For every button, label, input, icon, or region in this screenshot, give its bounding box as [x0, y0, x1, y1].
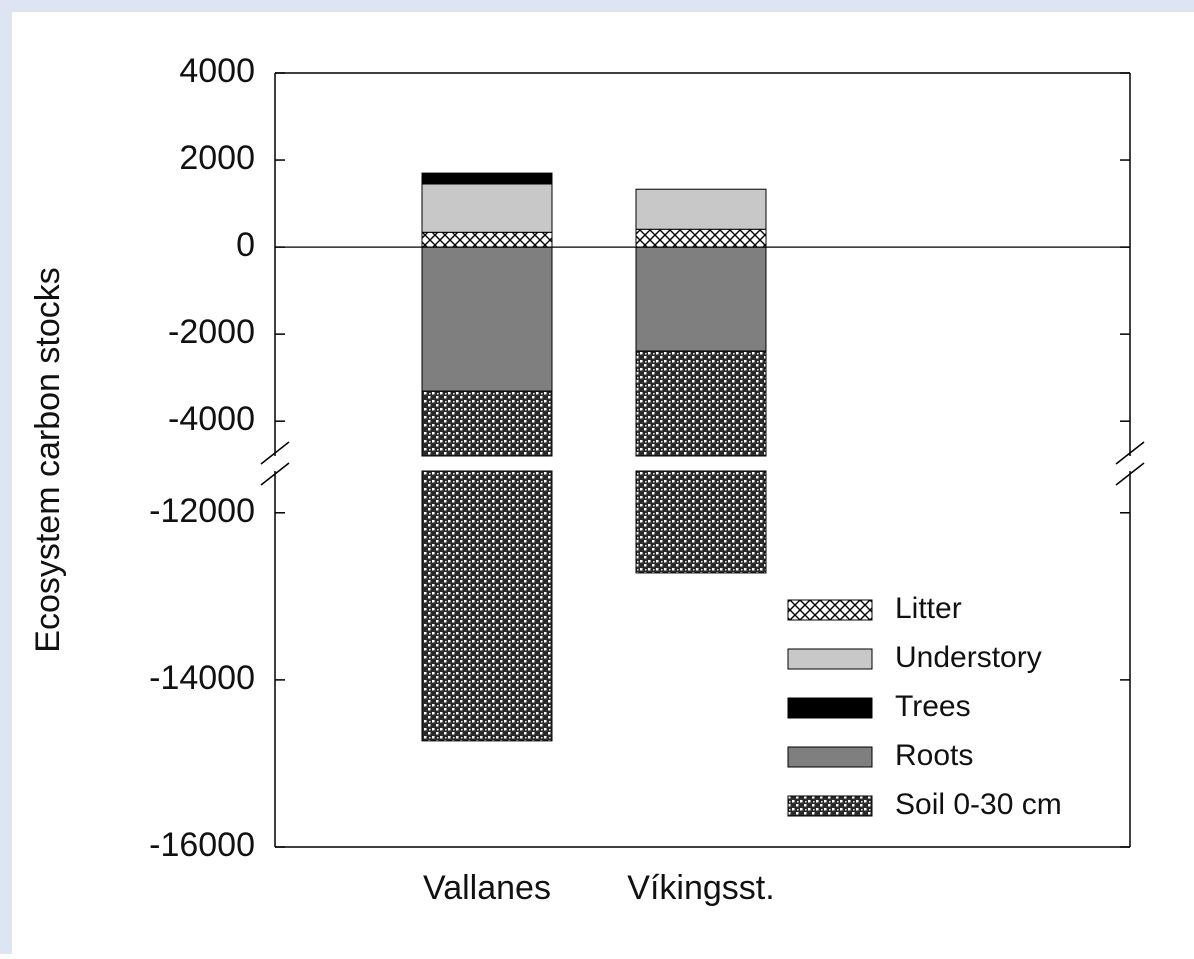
y-tick-label: 0 — [236, 226, 255, 264]
legend-label: Trees — [895, 690, 971, 723]
y-tick-label: -4000 — [168, 400, 255, 438]
legend-label: Understory — [895, 641, 1042, 674]
legend-swatch — [787, 746, 873, 768]
bar-segment — [421, 172, 553, 185]
panel — [12, 12, 1194, 954]
legend-label: Roots — [895, 739, 973, 772]
y-tick-label: 2000 — [179, 139, 255, 177]
y-tick-label: -12000 — [149, 492, 255, 530]
y-tick-label: 4000 — [179, 52, 255, 90]
bar-segment — [635, 228, 767, 248]
bar-segment — [635, 350, 767, 457]
legend-label: Litter — [895, 592, 962, 625]
bar-segment — [421, 390, 553, 457]
bar-segment — [635, 188, 767, 230]
y-axis-label: Ecosystem carbon stocks — [29, 267, 67, 652]
axis-break — [260, 462, 290, 486]
legend-swatch — [787, 648, 873, 670]
bar-segment — [635, 246, 767, 352]
bar-segment — [421, 246, 553, 392]
legend-swatch — [787, 795, 873, 817]
y-tick-label: -2000 — [168, 313, 255, 351]
axis-break — [260, 441, 290, 465]
y-tick-label: -16000 — [149, 826, 255, 864]
bar-segment — [421, 231, 553, 248]
x-tick-label: Vallanes — [423, 869, 551, 907]
axis-break — [1115, 441, 1145, 465]
bar-segment — [635, 470, 767, 574]
y-tick-label: -14000 — [149, 659, 255, 697]
bar-segment — [421, 183, 553, 233]
legend-swatch — [787, 697, 873, 719]
legend-swatch — [787, 599, 873, 621]
legend-label: Soil 0-30 cm — [895, 788, 1062, 821]
axis-break — [1115, 462, 1145, 486]
bar-segment — [421, 470, 553, 742]
x-tick-label: Víkingsst. — [627, 869, 774, 907]
